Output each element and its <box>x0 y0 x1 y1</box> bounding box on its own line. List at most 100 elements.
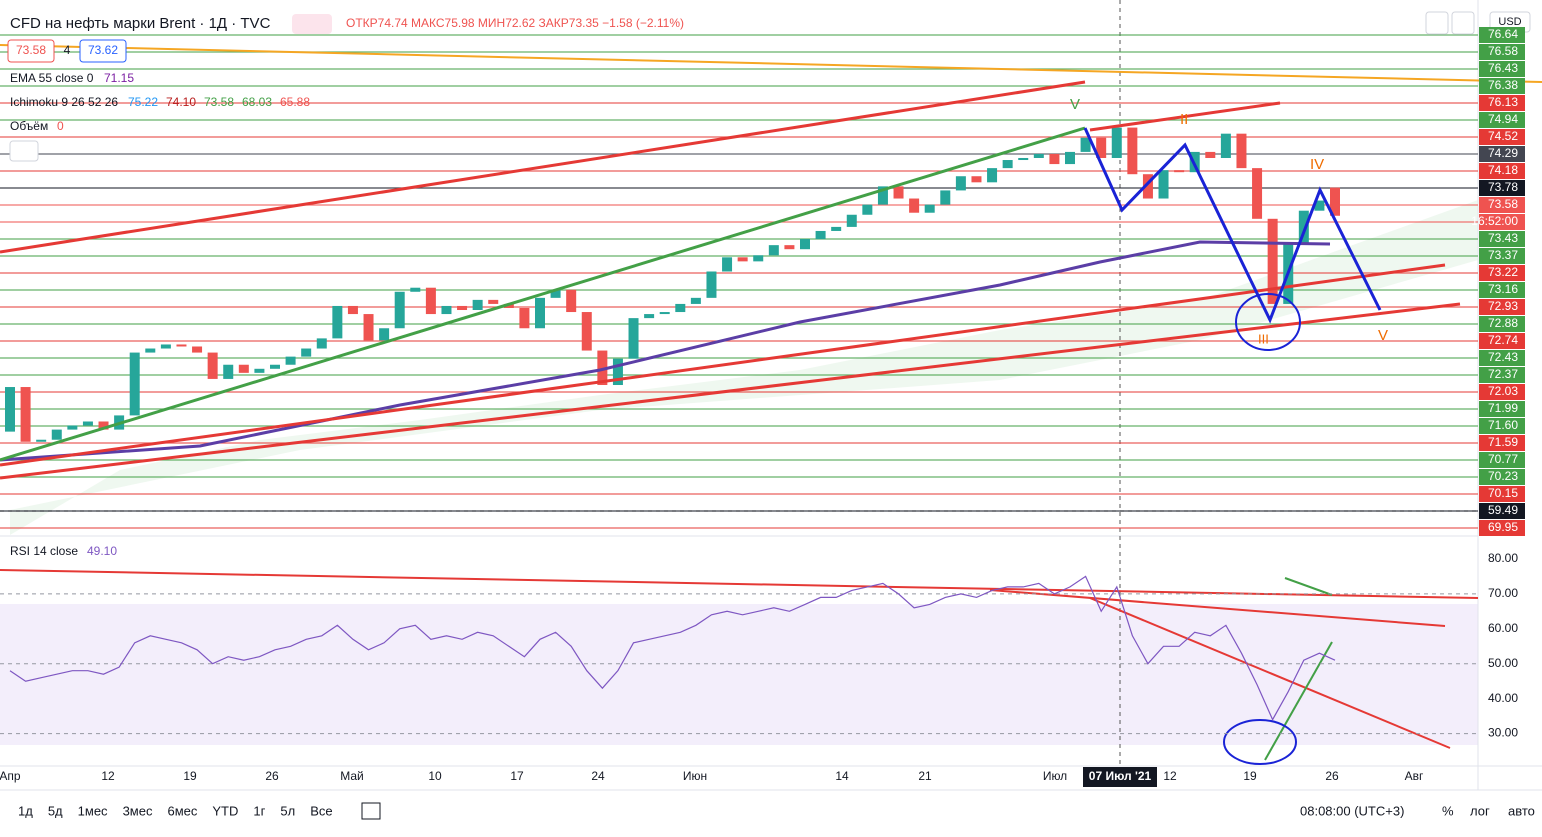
price-label-bg <box>1479 384 1525 400</box>
range-button[interactable]: 1г <box>253 803 265 818</box>
scale-option[interactable]: лог <box>1470 803 1490 818</box>
scale-option[interactable]: авто <box>1508 803 1535 818</box>
candle <box>659 312 670 315</box>
rsi-trend <box>989 589 1446 627</box>
price-label: 71.59 <box>1488 435 1518 449</box>
time-label: 10 <box>428 769 442 783</box>
candle <box>238 364 249 373</box>
crosshair-time: 07 Июл '21 <box>1089 769 1152 783</box>
candle <box>301 348 312 357</box>
bid-box[interactable] <box>7 39 55 63</box>
candle <box>1220 133 1231 158</box>
candle <box>1314 200 1325 211</box>
price-label: 71.60 <box>1488 418 1518 432</box>
price-label-bg <box>1479 180 1525 196</box>
range-button[interactable]: 1д <box>18 803 33 818</box>
price-label-bg <box>1479 78 1525 94</box>
refresh-button[interactable] <box>1451 11 1475 35</box>
candle <box>628 318 639 359</box>
price-label: 72.88 <box>1488 316 1518 330</box>
time-label: Май <box>340 769 364 783</box>
candle <box>722 257 733 272</box>
wave-label: IV <box>1310 156 1324 173</box>
time-label: Июл <box>1043 769 1067 783</box>
price-label: 73.78 <box>1488 180 1518 194</box>
compare-button[interactable] <box>361 802 381 820</box>
price-label: 73.16 <box>1488 282 1518 296</box>
candle <box>1065 151 1075 165</box>
candle <box>971 176 982 183</box>
price-label: 76.43 <box>1488 61 1518 75</box>
candle <box>1267 218 1278 304</box>
price-label: 74.52 <box>1488 129 1518 143</box>
candle <box>831 226 842 231</box>
price-label: 72.93 <box>1488 299 1518 313</box>
indicator-value: 71.15 <box>104 71 134 85</box>
rsi-tick-label: 70.00 <box>1488 586 1518 600</box>
trend-line <box>0 263 1446 467</box>
candle <box>1018 157 1029 161</box>
candle <box>1111 127 1122 158</box>
price-label-bg <box>1479 333 1525 349</box>
candle <box>768 245 779 256</box>
candle <box>1252 168 1263 219</box>
price-label: 71.99 <box>1488 401 1518 415</box>
price-label-bg <box>1479 197 1525 213</box>
candle <box>753 255 764 262</box>
price-label-bg <box>1479 418 1525 434</box>
bid-price: 73.58 <box>16 43 46 57</box>
indicator-value: 74.10 <box>166 95 196 109</box>
candle <box>535 297 545 329</box>
range-button[interactable]: 3мес <box>123 803 153 818</box>
price-label: 74.18 <box>1488 163 1518 177</box>
indicator-value: 68.03 <box>242 95 272 109</box>
range-button[interactable]: Все <box>310 803 332 818</box>
candle <box>207 352 218 379</box>
range-button[interactable]: 5д <box>48 803 63 818</box>
time-label: 21 <box>918 769 932 783</box>
candle <box>675 303 686 313</box>
trend-line <box>0 80 1086 254</box>
wave-label: V <box>1378 327 1388 344</box>
ohlc-text: ОТКР74.74 МАКС75.98 МИН72.62 ЗАКР73.35 −… <box>346 16 684 30</box>
price-label: 72.74 <box>1488 333 1518 347</box>
range-button[interactable]: 1мес <box>78 803 108 818</box>
price-label: 73.37 <box>1488 248 1518 262</box>
circle-mark <box>1223 719 1297 765</box>
price-label-bg <box>1479 129 1525 145</box>
price-label-bg <box>1479 146 1525 162</box>
collapse-button[interactable] <box>9 140 39 162</box>
trend-line <box>1089 101 1281 132</box>
price-label: 72.43 <box>1488 350 1518 364</box>
time-label: Авг <box>1405 769 1424 783</box>
rsi-trend <box>1089 597 1451 749</box>
candle <box>909 198 920 213</box>
price-label: 73.43 <box>1488 231 1518 245</box>
candle <box>1127 127 1138 175</box>
candle <box>36 439 47 442</box>
price-label-bg <box>1479 401 1525 417</box>
time-label: 12 <box>1163 769 1177 783</box>
price-label: 59.49 <box>1488 503 1518 517</box>
candle <box>1096 137 1107 158</box>
rsi-band <box>0 604 1478 745</box>
price-label: 72.03 <box>1488 384 1518 398</box>
range-button[interactable]: 6мес <box>167 803 197 818</box>
spread: 4 <box>64 43 71 57</box>
download-button[interactable] <box>1425 11 1449 35</box>
range-button[interactable]: YTD <box>212 803 238 818</box>
price-label-bg <box>1479 61 1525 77</box>
ask-box[interactable] <box>79 39 127 63</box>
candle <box>20 387 31 442</box>
trend-line <box>0 44 1542 83</box>
candle <box>1142 174 1153 199</box>
candle <box>129 352 140 416</box>
range-button[interactable]: 5л <box>280 803 295 818</box>
candle <box>67 425 78 430</box>
scale-option[interactable]: % <box>1442 803 1454 818</box>
candle <box>877 186 888 205</box>
wave-label: II <box>1180 111 1188 128</box>
price-label-bg <box>1479 350 1525 366</box>
candle <box>550 289 561 298</box>
candle <box>332 305 343 339</box>
